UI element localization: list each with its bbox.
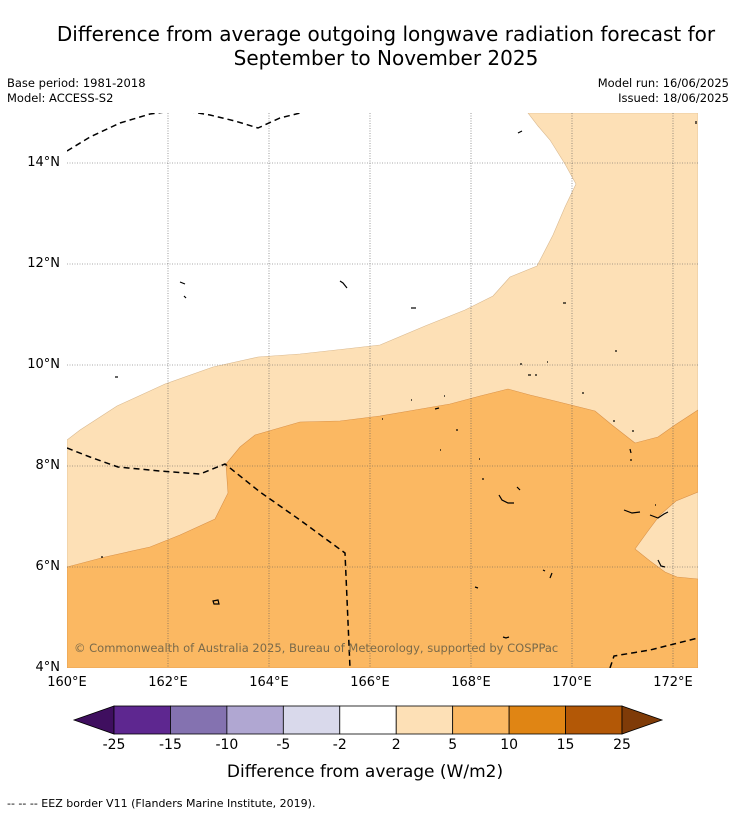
colorbar-label: Difference from average (W/m2) [226,762,504,782]
colorbar-tick-label: 5 [448,737,458,753]
colorbar-tick-label: 10 [500,737,519,753]
title-line-1: Difference from average outgoing longwav… [56,22,716,46]
model-name: Model: ACCESS-S2 [7,91,114,105]
colorbar-swatch [565,705,623,735]
chart-title: Difference from average outgoing longwav… [0,22,736,70]
lat-label-12n: 12°N [27,256,60,271]
colorbar-swatch [170,705,228,735]
colorbar-swatch [282,705,341,735]
colorbar-swatch [395,705,454,735]
copyright-credit: © Commonwealth of Australia 2025, Bureau… [74,641,559,655]
lat-label-8n: 8°N [35,458,61,473]
lon-label-160e: 160°E [47,675,87,690]
lon-label-172e: 172°E [653,675,693,690]
lon-label-168e: 168°E [451,675,491,690]
lat-label-10n: 10°N [27,357,60,372]
colorbar-swatch [226,705,284,735]
lat-label-4n: 4°N [35,660,61,675]
meta-right: Model run: 16/06/2025 Issued: 18/06/2025 [598,76,729,106]
colorbar-tick-label: -5 [276,737,291,753]
colorbar-tick-label: 15 [556,737,575,753]
colorbar-swatch [339,705,397,735]
lon-label-170e: 170°E [552,675,592,690]
colorbar-tick-label: 2 [391,737,401,753]
title-line-2: September to November 2025 [233,46,539,70]
eez-borders [67,113,698,668]
issued-date: Issued: 18/06/2025 [618,91,729,105]
colorbar-tick-label: -2 [332,737,347,753]
colorbar [72,705,664,735]
lat-label-14n: 14°N [27,155,60,170]
colorbar-tick-label: -10 [215,737,239,753]
lon-label-164e: 164°E [249,675,289,690]
base-period: Base period: 1981-2018 [7,76,146,90]
colorbar-swatch [113,705,171,735]
model-run: Model run: 16/06/2025 [597,76,729,90]
colorbar-extend-high [621,705,664,735]
islands [101,121,697,639]
colorbar-extend-low [72,705,115,735]
colorbar-swatch [508,705,566,735]
eez-border-note: -- -- -- EEZ border V11 (Flanders Marine… [7,797,316,810]
colorbar-tick-label: 25 [613,737,631,753]
colorbar-tick-label: -25 [102,737,126,753]
colorbar-tick-label: -15 [159,737,182,753]
anomaly-band-5-10 [67,388,698,668]
colorbar-swatch [452,705,510,735]
meta-left: Base period: 1981-2018 Model: ACCESS-S2 [7,76,146,106]
lon-label-166e: 166°E [350,675,390,690]
lon-label-162e: 162°E [148,675,188,690]
lat-label-6n: 6°N [35,559,61,574]
gridlines [67,113,698,668]
